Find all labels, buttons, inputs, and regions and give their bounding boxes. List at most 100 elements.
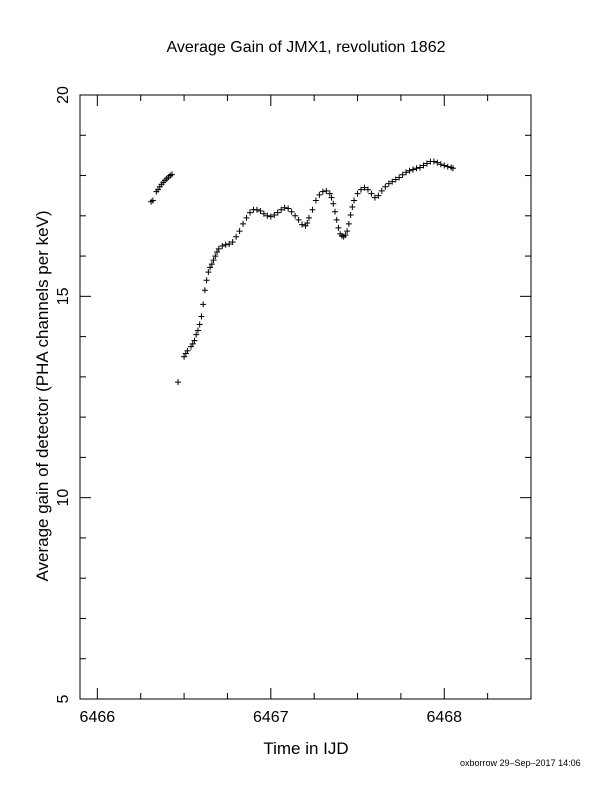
data-point xyxy=(233,233,240,240)
data-point xyxy=(205,269,212,276)
data-point xyxy=(257,207,264,214)
data-point xyxy=(305,214,312,221)
data-point xyxy=(149,197,156,204)
data-point xyxy=(196,321,203,328)
data-point xyxy=(316,191,323,198)
data-point xyxy=(240,220,247,227)
data-point xyxy=(274,209,281,216)
data-point xyxy=(378,187,385,194)
data-point xyxy=(319,188,326,195)
data-point xyxy=(420,162,427,169)
data-point xyxy=(347,211,354,218)
data-point xyxy=(437,161,444,168)
y-tick-label: 20 xyxy=(55,86,72,104)
data-point xyxy=(351,197,358,204)
data-point xyxy=(371,194,378,201)
data-point xyxy=(342,232,349,239)
data-point xyxy=(181,353,188,360)
data-point xyxy=(222,241,229,248)
data-point xyxy=(416,164,423,171)
data-point xyxy=(364,186,371,193)
data-point xyxy=(344,228,351,235)
data-points xyxy=(148,158,456,386)
data-point xyxy=(200,301,207,308)
data-point xyxy=(331,208,338,215)
data-point xyxy=(349,203,356,210)
data-point xyxy=(423,160,430,167)
plot-frame xyxy=(79,94,532,700)
y-tick-label: 10 xyxy=(55,489,72,507)
data-point xyxy=(413,165,420,172)
data-point xyxy=(201,287,208,294)
data-point xyxy=(385,180,392,187)
data-point xyxy=(392,176,399,183)
data-point xyxy=(236,228,243,235)
x-tick-label: 6467 xyxy=(253,709,289,726)
data-point xyxy=(312,197,319,204)
data-point xyxy=(368,190,375,197)
data-point xyxy=(345,220,352,227)
data-point xyxy=(304,220,311,227)
data-point xyxy=(358,186,365,193)
data-point xyxy=(375,192,382,199)
data-point xyxy=(288,208,295,215)
data-point xyxy=(323,187,330,194)
data-point xyxy=(330,200,337,207)
data-point xyxy=(253,206,260,213)
data-point xyxy=(399,171,406,178)
data-point xyxy=(326,190,333,197)
data-point xyxy=(309,206,316,213)
data-point xyxy=(210,257,217,264)
data-point xyxy=(215,245,222,252)
data-point xyxy=(403,169,410,176)
data-point xyxy=(191,337,198,344)
axis-ticks xyxy=(80,94,532,700)
x-tick-label: 6466 xyxy=(80,709,116,726)
x-tick-label: 6468 xyxy=(426,709,462,726)
data-point xyxy=(267,213,274,220)
data-point xyxy=(441,162,448,169)
data-point xyxy=(219,243,226,249)
footer-note: oxborrow 29–Sep–2017 14:06 xyxy=(460,758,581,768)
data-point xyxy=(246,209,253,216)
data-point xyxy=(198,313,205,320)
data-point xyxy=(444,163,451,170)
data-point xyxy=(354,190,361,197)
data-point xyxy=(193,331,200,338)
data-point xyxy=(207,264,214,271)
data-point xyxy=(396,174,403,181)
data-point xyxy=(449,165,456,172)
data-point xyxy=(292,212,299,219)
data-point xyxy=(208,261,215,268)
data-point xyxy=(214,249,221,256)
data-point xyxy=(382,183,389,190)
data-point xyxy=(243,214,250,221)
data-point xyxy=(264,212,271,219)
data-point xyxy=(226,240,233,247)
chart-title: Average Gain of JMX1, revolution 1862 xyxy=(167,39,446,56)
data-point xyxy=(285,205,292,212)
data-point xyxy=(229,238,236,245)
data-point xyxy=(434,159,441,166)
data-point xyxy=(260,210,267,217)
data-point xyxy=(194,327,201,334)
plot-border xyxy=(79,94,532,700)
data-point xyxy=(168,171,175,178)
y-tick-label: 15 xyxy=(55,287,72,305)
data-point xyxy=(184,347,191,354)
data-point xyxy=(328,194,335,201)
data-point xyxy=(189,340,196,347)
x-axis-title: Time in IJD xyxy=(263,739,348,758)
tick-labels: 6466 6467 6468 5 10 15 20 xyxy=(55,86,462,726)
data-point xyxy=(406,167,413,174)
data-point xyxy=(410,166,417,173)
data-point xyxy=(203,277,210,284)
data-point xyxy=(361,184,368,191)
data-point xyxy=(333,216,340,223)
data-point xyxy=(295,216,302,223)
data-point xyxy=(271,211,278,218)
data-point xyxy=(175,379,182,386)
data-point xyxy=(335,224,342,231)
data-point xyxy=(430,158,437,165)
